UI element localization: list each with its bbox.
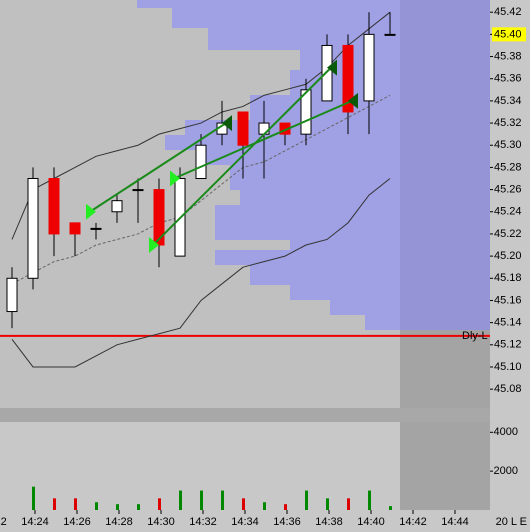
candle-body bbox=[363, 33, 375, 102]
candle-body bbox=[321, 44, 333, 102]
x-tick-label: 14:44 bbox=[441, 516, 469, 528]
future-zone bbox=[400, 422, 490, 510]
y-tick-label: 45.26 bbox=[494, 183, 522, 195]
future-zone bbox=[400, 0, 490, 330]
y-tick-label: 4000 bbox=[494, 426, 518, 438]
y-tick-label: 45.38 bbox=[494, 50, 522, 62]
candle-body bbox=[48, 178, 60, 235]
x-tick-label: 14:42 bbox=[399, 516, 427, 528]
y-tick-label: 45.08 bbox=[494, 383, 522, 395]
candle-body bbox=[111, 200, 123, 213]
candle-body bbox=[132, 189, 144, 192]
x-tick-label: 14:30 bbox=[147, 516, 175, 528]
y-tick-label: 45.28 bbox=[494, 161, 522, 173]
volume-bar bbox=[284, 504, 287, 510]
last-price-box bbox=[492, 27, 526, 42]
y-tick-label: 45.20 bbox=[494, 250, 522, 262]
entry-marker bbox=[170, 170, 180, 187]
volume-bar bbox=[53, 498, 56, 510]
volume-bar bbox=[95, 502, 98, 510]
candle-body bbox=[300, 89, 312, 135]
y-tick-label: 45.30 bbox=[494, 139, 522, 151]
y-tick-label: 45.24 bbox=[494, 206, 522, 218]
volume-bar bbox=[347, 498, 350, 510]
volume-bar bbox=[158, 498, 161, 510]
x-tick-label: 14:26 bbox=[63, 516, 91, 528]
y-tick-label: 45.36 bbox=[494, 73, 522, 85]
y-tick-label: 45.16 bbox=[494, 294, 522, 306]
candle-body bbox=[258, 122, 270, 135]
candle-body bbox=[237, 111, 249, 146]
x-tick-label: 14:36 bbox=[273, 516, 301, 528]
candle-body bbox=[384, 33, 396, 36]
candle-body bbox=[90, 227, 102, 230]
volume-bar bbox=[242, 498, 245, 510]
x-tick-label: 14:24 bbox=[21, 516, 49, 528]
volume-bar bbox=[389, 506, 392, 510]
y-tick-label: 2000 bbox=[494, 465, 518, 477]
y-tick-label: 45.18 bbox=[494, 272, 522, 284]
x-tick-label: 14:22 bbox=[0, 516, 7, 528]
volume-bar bbox=[116, 504, 119, 510]
volume-bar bbox=[137, 504, 140, 510]
x-tick-label: 14:40 bbox=[357, 516, 385, 528]
volume-bar bbox=[32, 486, 35, 510]
exit-marker bbox=[348, 92, 358, 109]
y-tick-label: 45.32 bbox=[494, 117, 522, 129]
trade-line bbox=[152, 66, 332, 246]
x-tick-label: 14:28 bbox=[105, 516, 133, 528]
volume-bar bbox=[368, 490, 371, 510]
exit-marker bbox=[222, 115, 232, 132]
volume-bar bbox=[263, 502, 266, 510]
separator bbox=[0, 408, 490, 422]
lower-band bbox=[11, 178, 391, 368]
mid-band bbox=[11, 94, 391, 285]
x-tick-label: 14:32 bbox=[189, 516, 217, 528]
y-tick-label: 45.34 bbox=[494, 95, 522, 107]
volume-bar bbox=[326, 498, 329, 510]
y-tick-label: 45.22 bbox=[494, 228, 522, 240]
trade-line bbox=[89, 122, 227, 213]
candle-body bbox=[6, 277, 18, 313]
candle-body bbox=[342, 44, 354, 113]
x-tick-label: 14:38 bbox=[315, 516, 343, 528]
volume-bar bbox=[200, 490, 203, 510]
candle-body bbox=[27, 178, 39, 279]
level-label: Dly-L bbox=[462, 330, 488, 342]
y-tick-label: 45.42 bbox=[494, 6, 522, 18]
exit-marker bbox=[327, 59, 337, 76]
volume-bar bbox=[74, 498, 77, 510]
candle-body bbox=[195, 144, 207, 180]
trade-line bbox=[173, 99, 353, 180]
entry-marker bbox=[149, 237, 159, 254]
volume-bar bbox=[179, 490, 182, 510]
future-zone bbox=[400, 330, 490, 408]
candle-body bbox=[69, 222, 81, 235]
x-tick-label: 14:34 bbox=[231, 516, 259, 528]
y-tick-label: 45.10 bbox=[494, 361, 522, 373]
y-tick-label: 45.40 bbox=[494, 28, 522, 40]
corner-label: 20 L E bbox=[496, 516, 527, 528]
y-tick-label: 45.12 bbox=[494, 339, 522, 351]
volume-bar bbox=[305, 490, 308, 510]
y-tick-label: 45.14 bbox=[494, 317, 522, 329]
volume-bar bbox=[221, 490, 224, 510]
y-axis-area bbox=[490, 0, 530, 532]
entry-marker bbox=[86, 203, 96, 220]
